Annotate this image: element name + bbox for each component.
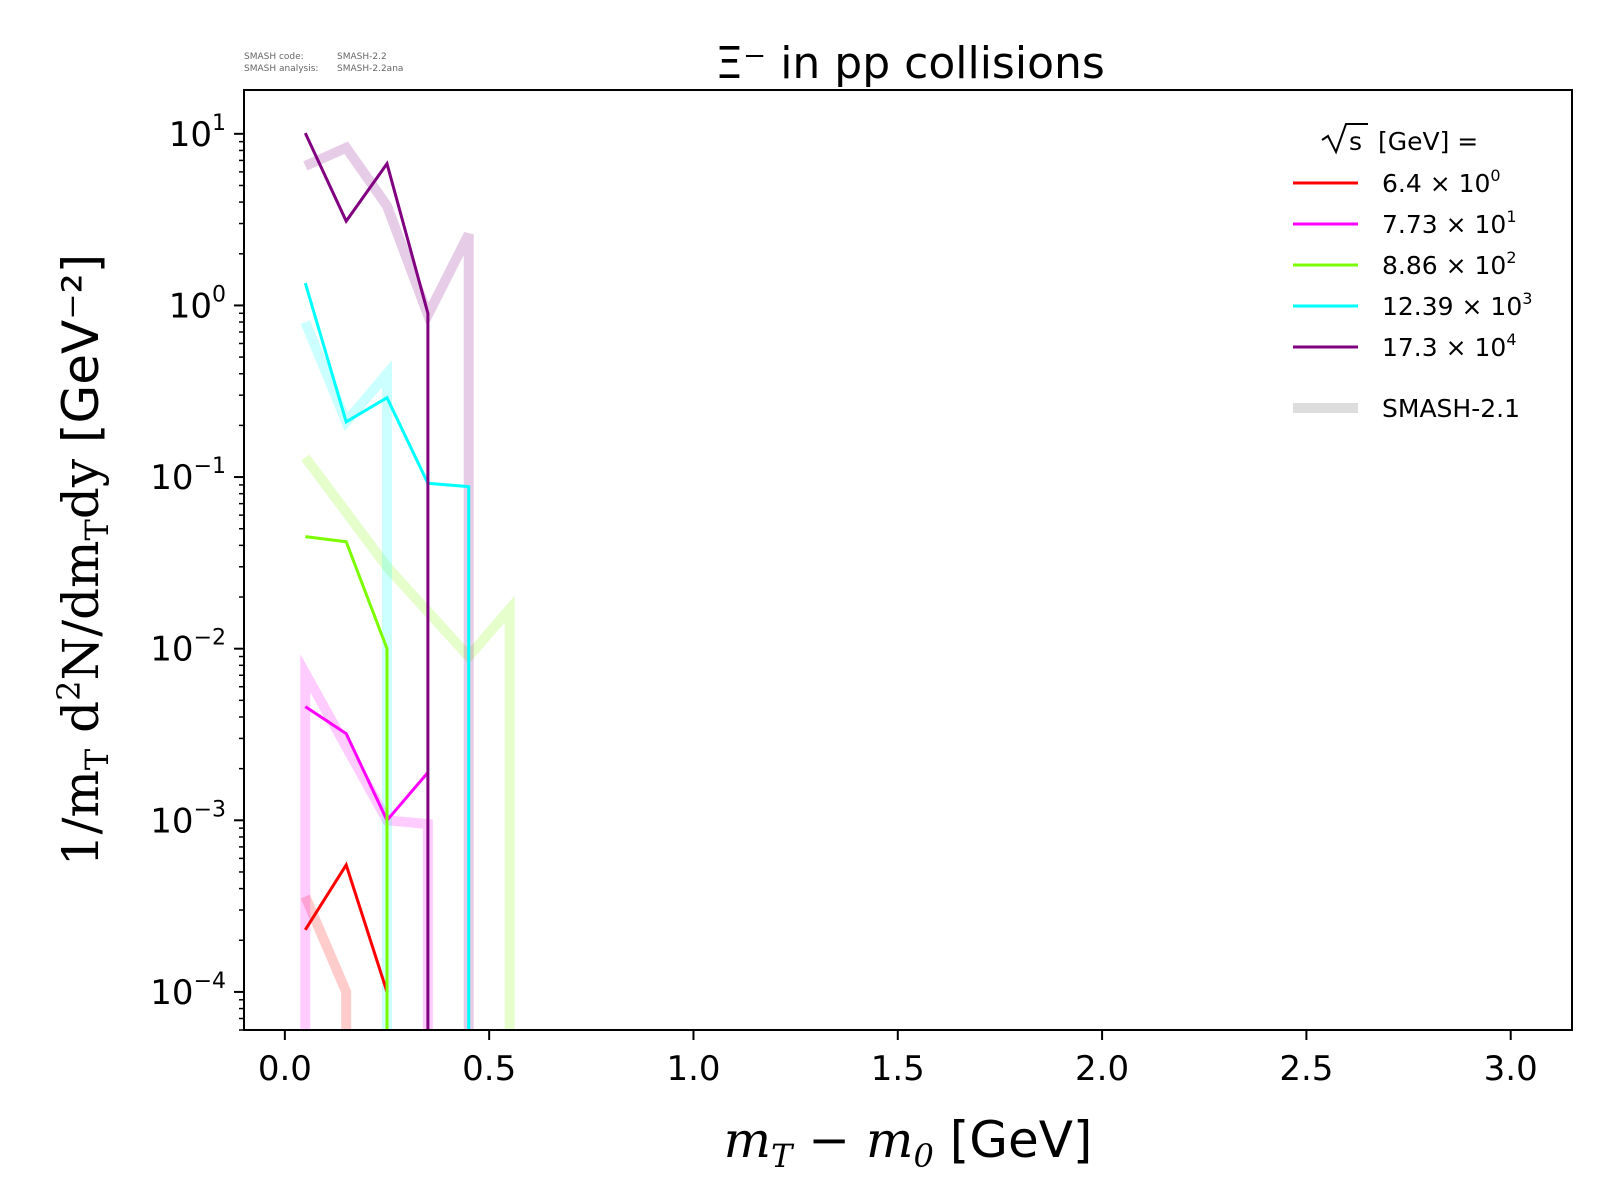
plot-frame — [243, 89, 1573, 1031]
svg-text:mT − m0 [GeV]: mT − m0 [GeV] — [724, 1111, 1093, 1175]
watermark-code-value: SMASH-2.2 — [337, 52, 387, 62]
series-group — [303, 132, 471, 1030]
y-tick-label: 10−4 — [150, 969, 226, 1013]
legend-label: 12.39 × 103 — [1382, 289, 1532, 321]
x-tick-label: 2.5 — [1279, 1049, 1333, 1089]
legend-label: SMASH-2.1 — [1382, 394, 1520, 423]
legend: s [GeV] = 6.4 × 100 7.73 × 101 8.86 × 102 1… — [1293, 123, 1532, 423]
legend-label: 8.86 × 102 — [1382, 248, 1517, 280]
y-tick-label: 10−1 — [150, 454, 226, 498]
legend-title: s [GeV] = — [1321, 123, 1478, 156]
legend-title-unit: [GeV] = — [1378, 127, 1478, 156]
x-axis-label-math: mT − m0 — [724, 1111, 934, 1175]
chart-title: Ξ⁻ in pp collisions — [715, 38, 1105, 89]
svg-text:1/mT d2N/dmTdy [GeV⁻²]: 1/mT d2N/dmTdy [GeV⁻²] — [50, 254, 116, 866]
series-line — [304, 861, 389, 1030]
watermark-analysis-value: SMASH-2.2ana — [337, 64, 403, 74]
series-line — [305, 535, 389, 1030]
reference-series-line — [300, 653, 433, 1030]
reference-series-line — [300, 894, 352, 1030]
y-axis-label: 1/mT d2N/dmTdy [GeV⁻²] — [50, 254, 116, 866]
legend-label: 17.3 × 104 — [1382, 330, 1517, 362]
x-tick-label: 3.0 — [1484, 1049, 1538, 1089]
y-tick-label: 10−2 — [150, 626, 226, 670]
y-tick-label: 101 — [169, 111, 226, 155]
x-tick-label: 1.0 — [666, 1049, 720, 1089]
series-line — [303, 132, 430, 1030]
series-line — [304, 705, 430, 824]
x-axis-label: mT − m0 [GeV] — [724, 1111, 1093, 1175]
x-tick-label: 2.0 — [1075, 1049, 1129, 1089]
reference-series-group — [300, 141, 515, 1030]
x-axis-label-unit: [GeV] — [934, 1111, 1093, 1169]
y-axis-label-math: 1/mT d2N/dmTdy — [50, 443, 116, 866]
y-axis: 101 100 10−1 10−2 10−3 10−4 — [150, 111, 244, 1031]
y-tick-label: 10−3 — [150, 797, 226, 841]
y-axis-label-unit: [GeV⁻²] — [52, 254, 110, 443]
watermark-code-label: SMASH code: — [244, 52, 304, 62]
x-tick-label: 0.0 — [258, 1049, 312, 1089]
legend-title-s: s — [1349, 127, 1362, 156]
y-tick-label: 100 — [169, 282, 226, 326]
x-tick-label: 0.5 — [462, 1049, 516, 1089]
legend-label: 6.4 × 100 — [1382, 166, 1501, 198]
watermark: SMASH code: SMASH-2.2 SMASH analysis: SM… — [244, 52, 403, 74]
watermark-analysis-label: SMASH analysis: — [244, 64, 318, 74]
series-line — [303, 282, 471, 1030]
x-tick-label: 1.5 — [871, 1049, 925, 1089]
sqrt-icon — [1321, 123, 1368, 155]
legend-label: 7.73 × 101 — [1382, 207, 1517, 239]
x-axis: 0.0 0.5 1.0 1.5 2.0 2.5 3.0 — [258, 1030, 1538, 1089]
reference-series-line — [303, 141, 474, 1030]
